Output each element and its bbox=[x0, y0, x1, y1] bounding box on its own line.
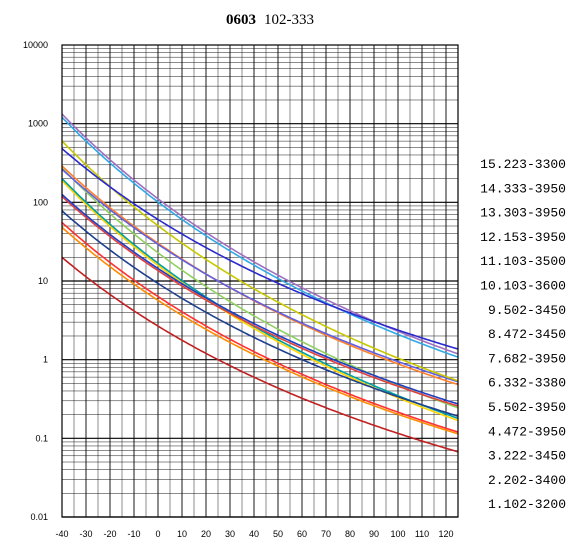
x-tick-label: 0 bbox=[155, 529, 160, 539]
y-tick-label: 10000 bbox=[23, 40, 48, 50]
y-tick-label: 10 bbox=[38, 276, 48, 286]
x-tick-label: -30 bbox=[79, 529, 92, 539]
series-line bbox=[61, 140, 459, 382]
y-axis-ticks: 10000 1000 100 10 1 0.1 0.01 bbox=[23, 40, 48, 522]
x-tick-label: 100 bbox=[390, 529, 405, 539]
legend-entry: 6.332-3380 bbox=[488, 376, 566, 391]
x-tick-label: 120 bbox=[438, 529, 453, 539]
series-line bbox=[61, 221, 459, 433]
x-tick-label: -40 bbox=[55, 529, 68, 539]
x-tick-label: 10 bbox=[177, 529, 187, 539]
legend-entry: 8.472-3450 bbox=[488, 327, 566, 342]
x-tick-label: 90 bbox=[369, 529, 379, 539]
series-lines bbox=[61, 113, 459, 453]
legend-entry: 7.682-3950 bbox=[488, 351, 566, 366]
x-tick-label: -20 bbox=[103, 529, 116, 539]
chart-title: 0603 102-333 bbox=[226, 11, 314, 28]
legend-entry: 10.103-3600 bbox=[480, 279, 566, 294]
series-line bbox=[61, 226, 459, 435]
series-line bbox=[61, 147, 459, 350]
y-tick-label: 100 bbox=[33, 197, 48, 207]
legend-entry: 14.333-3950 bbox=[480, 181, 566, 196]
plot-frame bbox=[61, 44, 459, 518]
legend-entry: 13.303-3950 bbox=[480, 206, 566, 221]
x-tick-label: 80 bbox=[345, 529, 355, 539]
y-tick-label: 0.01 bbox=[30, 512, 48, 522]
series-line bbox=[61, 256, 459, 453]
x-tick-label: 70 bbox=[321, 529, 331, 539]
legend-entry: 5.502-3950 bbox=[488, 400, 566, 415]
x-tick-label: -10 bbox=[127, 529, 140, 539]
plot-border bbox=[61, 44, 459, 518]
x-tick-label: 50 bbox=[273, 529, 283, 539]
chart-title-rest: 102-333 bbox=[264, 12, 314, 28]
legend-entry: 12.153-3950 bbox=[480, 230, 566, 245]
series-line bbox=[61, 168, 459, 383]
x-tick-label: 60 bbox=[297, 529, 307, 539]
legend-entry: 11.103-3500 bbox=[480, 254, 566, 269]
legend-entry: 9.502-3450 bbox=[488, 303, 566, 318]
chart-title-bold: 0603 bbox=[226, 12, 256, 28]
x-tick-label: 110 bbox=[415, 529, 429, 539]
grid bbox=[61, 45, 459, 518]
y-tick-label: 1 bbox=[43, 355, 48, 365]
legend-entry: 4.472-3950 bbox=[488, 424, 566, 439]
x-tick-label: 30 bbox=[225, 529, 235, 539]
legend: 15.223-3300 14.333-3950 13.303-3950 12.153-… bbox=[480, 157, 566, 512]
y-tick-label: 0.1 bbox=[35, 433, 48, 443]
series-line bbox=[61, 195, 459, 407]
series-line bbox=[61, 210, 459, 417]
series-line bbox=[61, 177, 459, 420]
y-tick-label: 1000 bbox=[28, 119, 48, 129]
series-line bbox=[61, 116, 459, 358]
legend-entry: 1.102-3200 bbox=[488, 497, 566, 512]
x-tick-label: 20 bbox=[201, 529, 211, 539]
x-axis-ticks: -40 -30 -20 -10 0 10 20 30 40 50 60 70 80 90 100 110 120 bbox=[55, 529, 453, 539]
x-tick-label: 40 bbox=[249, 529, 259, 539]
legend-entry: 15.223-3300 bbox=[480, 157, 566, 172]
series-line bbox=[61, 193, 459, 405]
legend-entry: 2.202-3400 bbox=[488, 473, 566, 488]
legend-entry: 3.222-3450 bbox=[488, 449, 566, 464]
